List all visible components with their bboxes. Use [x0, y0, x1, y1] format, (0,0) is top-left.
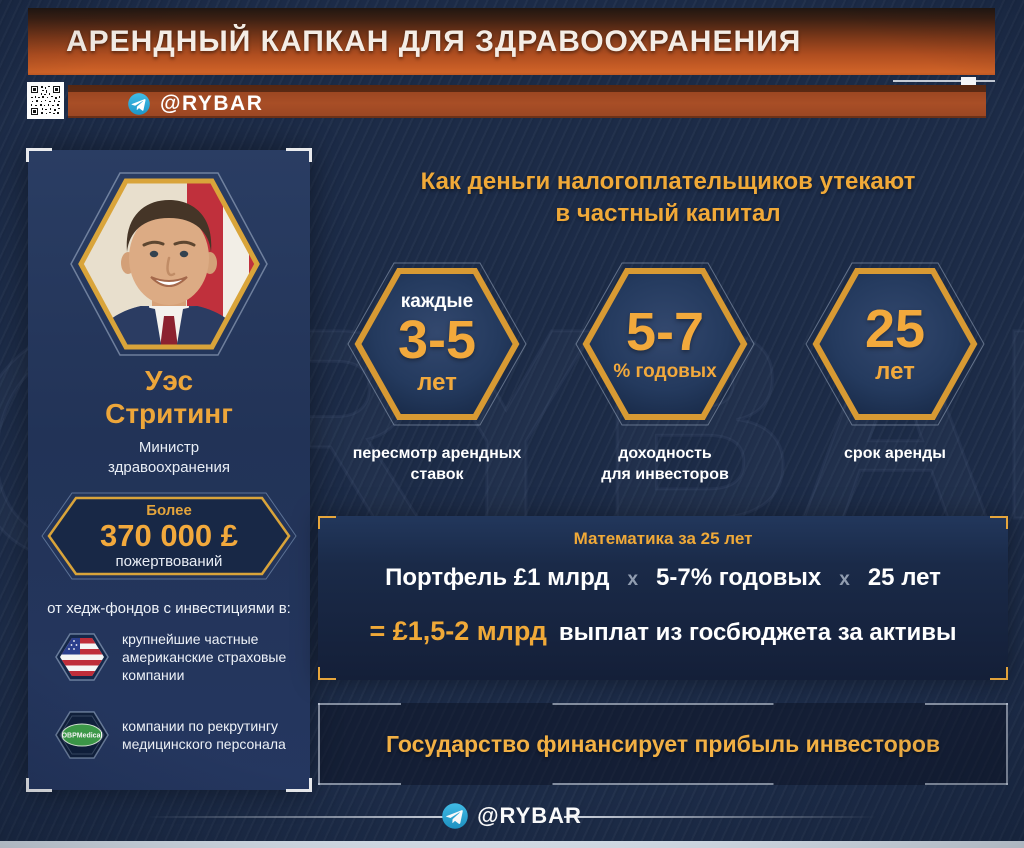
vignette-overlay — [0, 0, 1024, 848]
infographic-root: @RYBAR АРЕНДНЫЙ КАПКАН ДЛЯ ЗДРАВООХРАНЕН… — [0, 0, 1024, 848]
